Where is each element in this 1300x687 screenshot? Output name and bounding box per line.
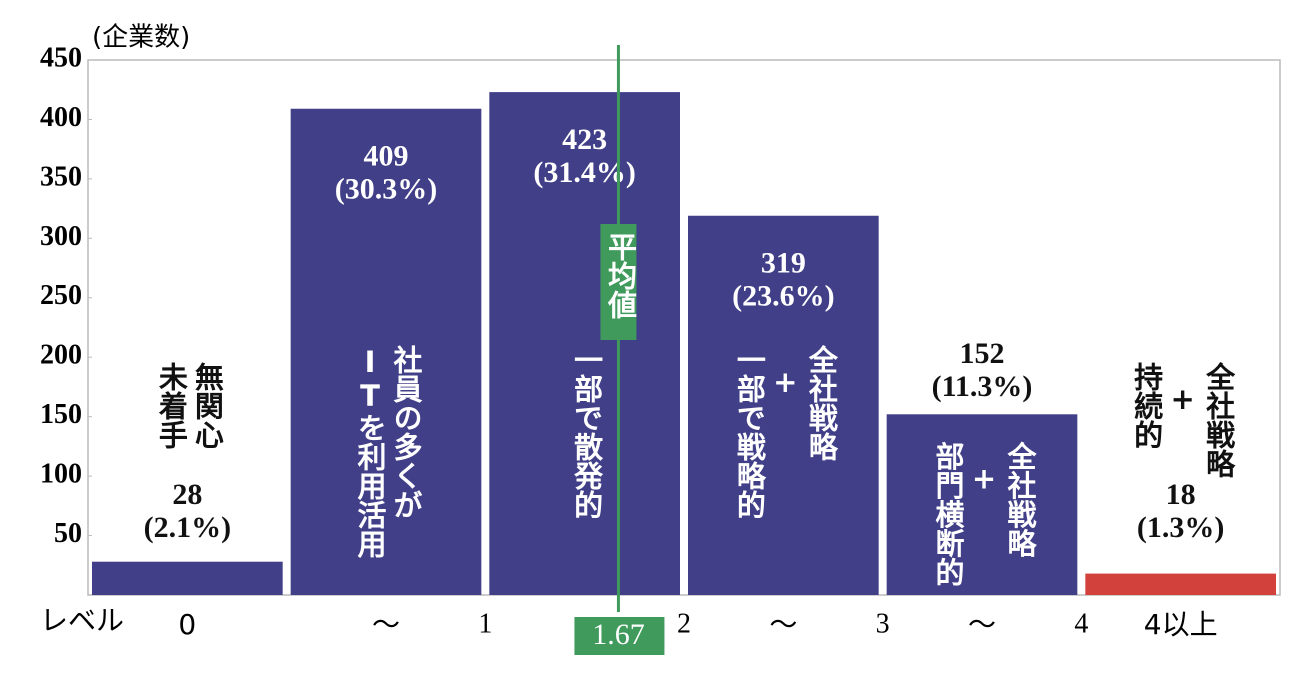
x-tick-label: 4以上	[1144, 608, 1218, 641]
y-tick-label: 250	[40, 280, 82, 311]
share-label: (30.3%)	[335, 173, 437, 206]
category-label: +	[768, 365, 802, 399]
y-tick-label: 350	[40, 161, 82, 192]
category-label: 全社戦略	[1202, 361, 1237, 478]
bar	[688, 215, 879, 595]
x-tick-label: 2	[677, 608, 691, 639]
category-label: +	[1166, 382, 1200, 416]
x-tick-label: 4	[1074, 608, 1088, 639]
y-tick-label: 300	[40, 221, 82, 252]
y-axis-label: (企業数)	[92, 23, 190, 53]
category-label: 部門横断的	[931, 440, 965, 586]
bar	[489, 92, 680, 595]
bar	[1085, 573, 1276, 595]
category-label: 全社戦略	[804, 344, 839, 461]
bar	[92, 561, 283, 595]
y-tick-label: 200	[40, 340, 82, 371]
average-label-box	[600, 224, 637, 340]
category-label: 持続的	[1130, 362, 1164, 449]
y-tick-label: 400	[40, 102, 82, 133]
category-label: 一部で戦略的	[732, 345, 766, 519]
share-label: (2.1%)	[144, 511, 231, 544]
x-tick-label: ～	[372, 608, 400, 641]
x-tick-label: 1	[478, 608, 492, 639]
y-tick-label: 150	[40, 399, 82, 430]
category-label: 全社戦略	[1003, 440, 1038, 557]
y-tick-label: 100	[40, 459, 82, 490]
share-label: (1.3%)	[1137, 511, 1224, 544]
value-label: 28	[172, 478, 202, 511]
x-tick-label: 3	[876, 608, 890, 639]
value-label: 152	[960, 337, 1005, 370]
y-tick-label: 450	[40, 42, 82, 73]
category-label: 無関心	[190, 362, 224, 449]
y-tick-label: 50	[54, 518, 82, 549]
value-label: 409	[364, 140, 409, 173]
category-label: 一部で散発的	[570, 345, 605, 519]
share-label: (31.4%)	[533, 156, 635, 189]
bar	[290, 108, 482, 595]
bar	[886, 414, 1078, 595]
category-label: +	[967, 461, 1001, 495]
category-label: 未着手	[154, 362, 189, 449]
average-label: 平均値	[603, 232, 638, 319]
x-axis-label: レベル	[40, 604, 124, 637]
x-tick-label: ～	[968, 608, 996, 641]
value-label: 423	[562, 123, 607, 156]
value-label: 18	[1166, 478, 1196, 511]
share-label: (11.3%)	[932, 370, 1033, 403]
share-label: (23.6%)	[732, 280, 834, 313]
category-label: 社員の多くが	[389, 345, 423, 519]
plot-frame	[87, 59, 1281, 596]
x-tick-label: ～	[769, 608, 797, 641]
category-label: ITを利用活用	[353, 345, 387, 559]
value-label: 319	[761, 247, 806, 280]
x-tick-label: 0	[178, 608, 196, 641]
average-value: 1.67	[592, 618, 645, 651]
average-value-box	[574, 617, 665, 655]
